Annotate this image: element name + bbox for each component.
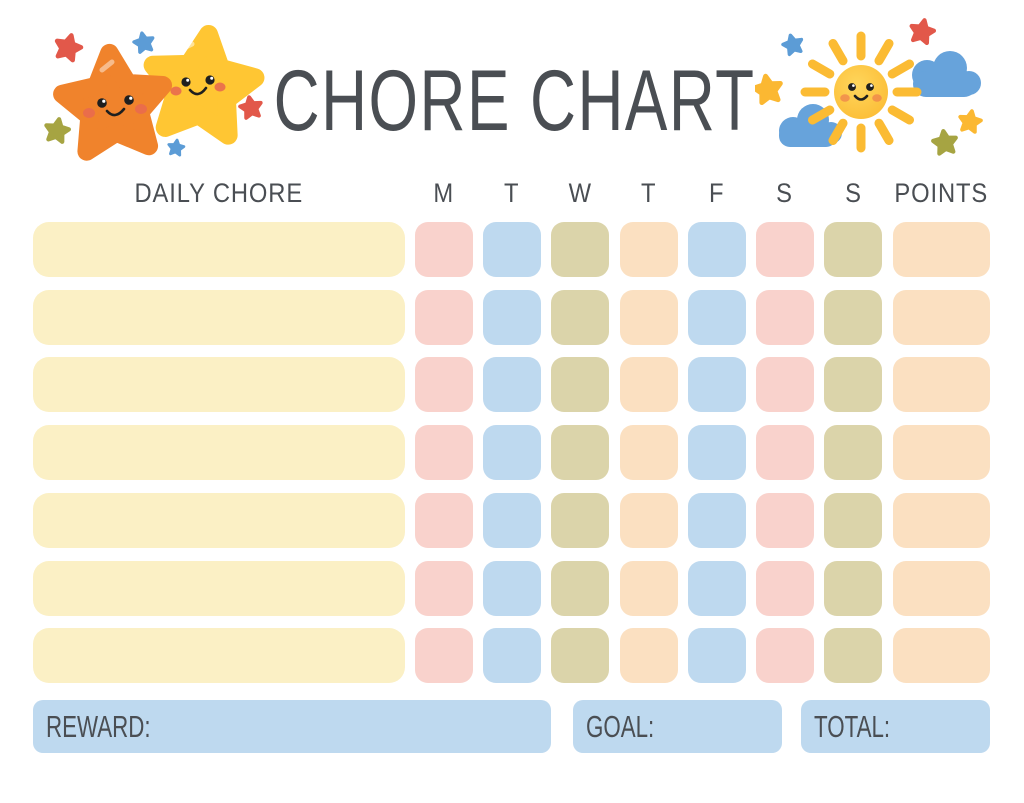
total-input-box[interactable]: TOTAL: <box>801 700 990 753</box>
day-cell-r3-t3[interactable] <box>620 357 678 412</box>
yellow-star-icon <box>146 28 260 137</box>
day-cell-r7-t3[interactable] <box>620 628 678 683</box>
chore-input-r2[interactable] <box>33 290 405 345</box>
day-cell-r1-s5[interactable] <box>756 222 814 277</box>
day-cell-r5-w2[interactable] <box>551 493 609 548</box>
reward-label: REWARD: <box>46 708 151 744</box>
points-cell-r5[interactable] <box>893 493 990 548</box>
day-cell-r7-s5[interactable] <box>756 628 814 683</box>
day-cell-r6-t1[interactable] <box>483 561 541 616</box>
daily-chore-header: DAILY CHORE <box>134 177 304 208</box>
small-star-icon <box>909 18 936 44</box>
orange-star-icon <box>59 49 168 153</box>
small-star-icon <box>958 109 982 132</box>
day-cell-r4-f4[interactable] <box>688 425 746 480</box>
goal-label: GOAL: <box>586 708 655 744</box>
day-cell-r1-t1[interactable] <box>483 222 541 277</box>
points-cell-r4[interactable] <box>893 425 990 480</box>
day-cell-r1-t3[interactable] <box>620 222 678 277</box>
day-cell-r4-m0[interactable] <box>415 425 473 480</box>
stars-icon <box>30 12 280 172</box>
small-star-icon <box>932 130 958 155</box>
day-cell-r3-s5[interactable] <box>756 357 814 412</box>
cloud-icon <box>912 51 981 97</box>
small-star-icon <box>781 33 804 55</box>
day-cell-r3-t1[interactable] <box>483 357 541 412</box>
day-header-4-f: F <box>709 177 725 208</box>
points-cell-r2[interactable] <box>893 290 990 345</box>
chore-input-r1[interactable] <box>33 222 405 277</box>
day-cell-r4-w2[interactable] <box>551 425 609 480</box>
sun-clouds-icon <box>755 15 1010 175</box>
day-cell-r2-f4[interactable] <box>688 290 746 345</box>
chore-input-r6[interactable] <box>33 561 405 616</box>
small-star-icon <box>239 95 263 118</box>
day-cell-r6-s6[interactable] <box>824 561 882 616</box>
day-cell-r5-m0[interactable] <box>415 493 473 548</box>
day-cell-r4-t1[interactable] <box>483 425 541 480</box>
day-header-5-s: S <box>776 177 794 208</box>
small-star-icon <box>755 74 783 104</box>
day-header-3-t: T <box>640 177 657 208</box>
reward-input-box[interactable]: REWARD: <box>33 700 551 753</box>
day-cell-r2-t1[interactable] <box>483 290 541 345</box>
small-star-icon <box>168 139 185 155</box>
day-cell-r6-t3[interactable] <box>620 561 678 616</box>
day-cell-r2-m0[interactable] <box>415 290 473 345</box>
day-header-1-t: T <box>504 177 520 208</box>
chore-input-r3[interactable] <box>33 357 405 412</box>
day-cell-r6-w2[interactable] <box>551 561 609 616</box>
day-cell-r7-f4[interactable] <box>688 628 746 683</box>
day-cell-r3-w2[interactable] <box>551 357 609 412</box>
day-cell-r5-s5[interactable] <box>756 493 814 548</box>
day-cell-r5-t3[interactable] <box>620 493 678 548</box>
points-cell-r7[interactable] <box>893 628 990 683</box>
chore-input-r5[interactable] <box>33 493 405 548</box>
day-cell-r6-f4[interactable] <box>688 561 746 616</box>
day-cell-r4-s5[interactable] <box>756 425 814 480</box>
day-cell-r2-s5[interactable] <box>756 290 814 345</box>
day-header-2-w: W <box>568 177 593 208</box>
day-cell-r3-f4[interactable] <box>688 357 746 412</box>
small-star-icon <box>53 32 83 61</box>
small-star-icon <box>44 117 70 142</box>
day-cell-r4-t3[interactable] <box>620 425 678 480</box>
day-cell-r1-f4[interactable] <box>688 222 746 277</box>
day-cell-r1-s6[interactable] <box>824 222 882 277</box>
day-header-6-s: S <box>844 177 862 208</box>
sun-icon <box>800 31 922 153</box>
day-cell-r6-m0[interactable] <box>415 561 473 616</box>
cloud-icon <box>779 104 842 147</box>
goal-input-box[interactable]: GOAL: <box>573 700 782 753</box>
points-header: POINTS <box>894 177 989 208</box>
chore-input-r4[interactable] <box>33 425 405 480</box>
page-title: CHORE CHART <box>274 52 756 149</box>
day-cell-r7-s6[interactable] <box>824 628 882 683</box>
day-cell-r7-m0[interactable] <box>415 628 473 683</box>
day-cell-r7-w2[interactable] <box>551 628 609 683</box>
day-cell-r3-s6[interactable] <box>824 357 882 412</box>
day-cell-r5-f4[interactable] <box>688 493 746 548</box>
day-cell-r2-s6[interactable] <box>824 290 882 345</box>
day-cell-r7-t1[interactable] <box>483 628 541 683</box>
day-header-0-m: M <box>433 177 455 208</box>
chore-input-r7[interactable] <box>33 628 405 683</box>
day-cell-r1-w2[interactable] <box>551 222 609 277</box>
points-cell-r1[interactable] <box>893 222 990 277</box>
day-cell-r5-t1[interactable] <box>483 493 541 548</box>
day-cell-r4-s6[interactable] <box>824 425 882 480</box>
points-cell-r3[interactable] <box>893 357 990 412</box>
day-cell-r2-w2[interactable] <box>551 290 609 345</box>
day-cell-r2-t3[interactable] <box>620 290 678 345</box>
total-label: TOTAL: <box>814 708 891 744</box>
day-cell-r5-s6[interactable] <box>824 493 882 548</box>
day-cell-r6-s5[interactable] <box>756 561 814 616</box>
day-cell-r1-m0[interactable] <box>415 222 473 277</box>
points-cell-r6[interactable] <box>893 561 990 616</box>
day-cell-r3-m0[interactable] <box>415 357 473 412</box>
small-star-icon <box>133 31 155 53</box>
